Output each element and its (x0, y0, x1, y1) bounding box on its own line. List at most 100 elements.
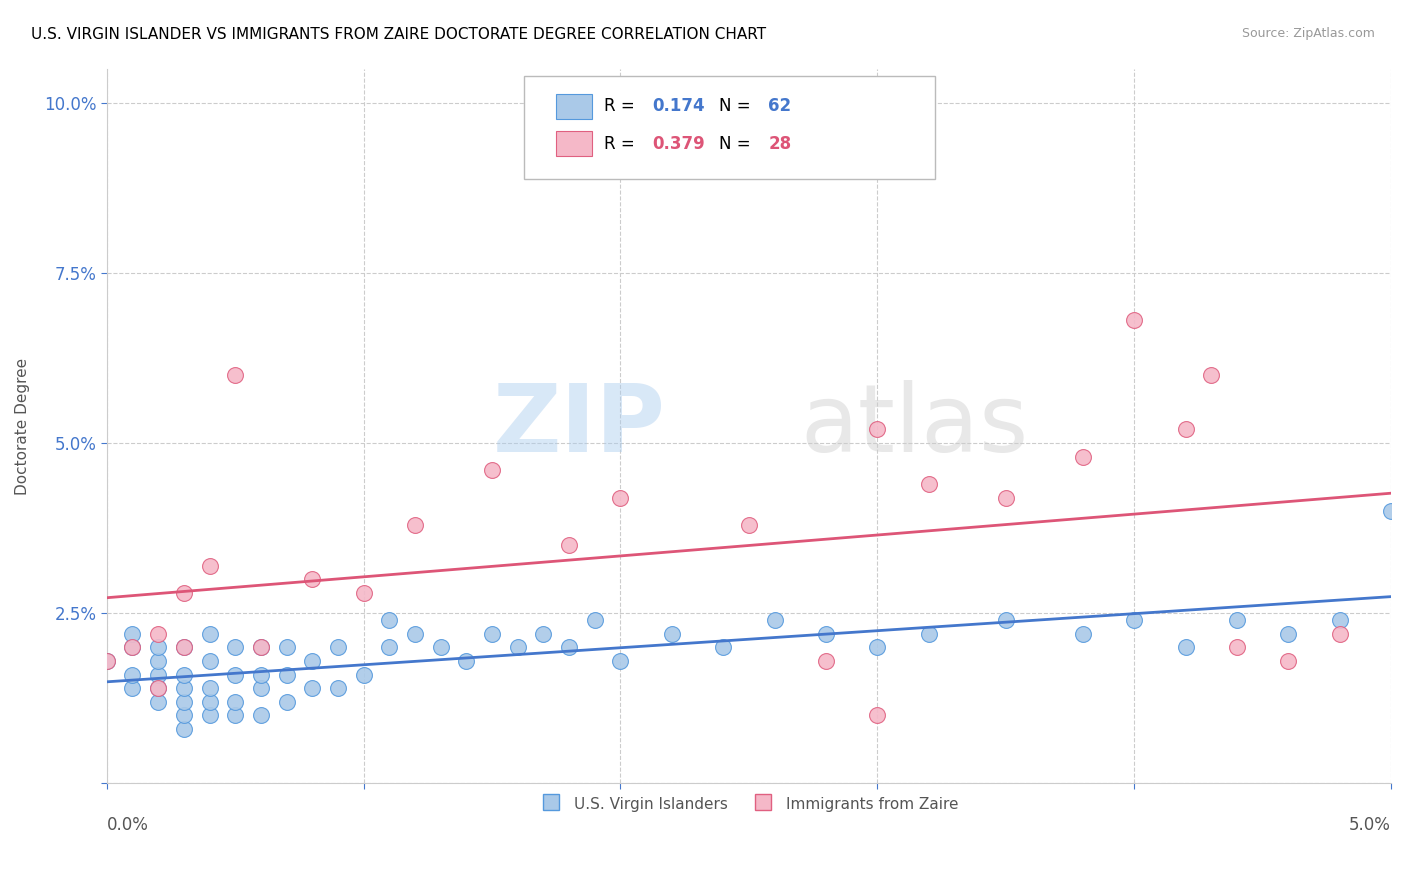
Point (276, 640, 298, 655)
Text: 5.0%: 5.0% (1350, 815, 1391, 834)
Point (276, 695, 298, 709)
Point (326, 681, 349, 695)
FancyBboxPatch shape (557, 94, 592, 119)
Point (481, 626, 503, 640)
Text: N =: N = (720, 136, 756, 153)
Point (353, 667, 375, 681)
Point (301, 654, 323, 668)
Point (1329, 613, 1351, 627)
Point (1226, 613, 1249, 627)
Point (404, 517, 426, 532)
Text: atlas: atlas (800, 380, 1029, 472)
Point (738, 517, 761, 532)
Text: R =: R = (603, 136, 640, 153)
Point (146, 681, 169, 695)
Point (173, 586, 195, 600)
Point (558, 538, 581, 552)
Point (146, 667, 169, 681)
Point (121, 640, 143, 655)
Text: 0.0%: 0.0% (107, 815, 149, 834)
Point (198, 695, 221, 709)
Point (121, 626, 143, 640)
Point (173, 681, 195, 695)
Point (1123, 313, 1146, 327)
Point (506, 640, 529, 655)
Point (609, 491, 631, 505)
Point (250, 667, 273, 681)
Point (224, 640, 246, 655)
Point (583, 613, 606, 627)
Point (404, 626, 426, 640)
Point (918, 626, 941, 640)
Point (866, 708, 889, 723)
Point (1071, 450, 1094, 464)
Point (918, 476, 941, 491)
Point (711, 640, 734, 655)
Point (353, 586, 375, 600)
Text: R =: R = (603, 97, 640, 115)
Text: U.S. VIRGIN ISLANDER VS IMMIGRANTS FROM ZAIRE DOCTORATE DEGREE CORRELATION CHART: U.S. VIRGIN ISLANDER VS IMMIGRANTS FROM … (31, 27, 766, 42)
Point (173, 667, 195, 681)
Text: 62: 62 (768, 97, 792, 115)
Point (814, 626, 837, 640)
Point (198, 558, 221, 573)
Point (276, 667, 298, 681)
Point (121, 681, 143, 695)
Point (173, 695, 195, 709)
Point (1071, 626, 1094, 640)
Point (301, 681, 323, 695)
Point (1174, 422, 1197, 436)
Point (146, 654, 169, 668)
Point (173, 640, 195, 655)
Point (609, 654, 631, 668)
Point (96, 654, 118, 668)
Point (146, 640, 169, 655)
Point (224, 667, 246, 681)
Text: 0.379: 0.379 (652, 136, 706, 153)
FancyBboxPatch shape (557, 131, 592, 156)
Point (1123, 613, 1146, 627)
Point (326, 640, 349, 655)
Point (96, 654, 118, 668)
Point (121, 667, 143, 681)
Text: Source: ZipAtlas.com: Source: ZipAtlas.com (1241, 27, 1375, 40)
Point (763, 613, 786, 627)
Y-axis label: Doctorate Degree: Doctorate Degree (15, 358, 30, 494)
Point (250, 708, 273, 723)
Point (378, 613, 401, 627)
Point (533, 626, 555, 640)
FancyBboxPatch shape (524, 76, 935, 179)
Point (173, 722, 195, 736)
Legend: U.S. Virgin Islanders, Immigrants from Zaire: U.S. Virgin Islanders, Immigrants from Z… (527, 783, 972, 826)
Point (146, 626, 169, 640)
Point (866, 422, 889, 436)
Point (661, 626, 683, 640)
Text: 28: 28 (768, 136, 792, 153)
Point (198, 626, 221, 640)
Point (250, 640, 273, 655)
Point (224, 368, 246, 382)
Point (814, 654, 837, 668)
Point (301, 572, 323, 586)
Point (121, 640, 143, 655)
Point (198, 681, 221, 695)
Point (866, 640, 889, 655)
Point (994, 613, 1017, 627)
Point (558, 640, 581, 655)
Point (198, 654, 221, 668)
Text: 0.174: 0.174 (652, 97, 706, 115)
Point (378, 640, 401, 655)
Point (1226, 640, 1249, 655)
Point (224, 695, 246, 709)
Point (250, 640, 273, 655)
Point (429, 640, 451, 655)
Point (173, 708, 195, 723)
Point (994, 491, 1017, 505)
Point (224, 708, 246, 723)
Text: N =: N = (720, 97, 756, 115)
Point (250, 681, 273, 695)
Point (1199, 368, 1222, 382)
Point (198, 708, 221, 723)
Point (1277, 654, 1299, 668)
Text: ZIP: ZIP (492, 380, 665, 472)
